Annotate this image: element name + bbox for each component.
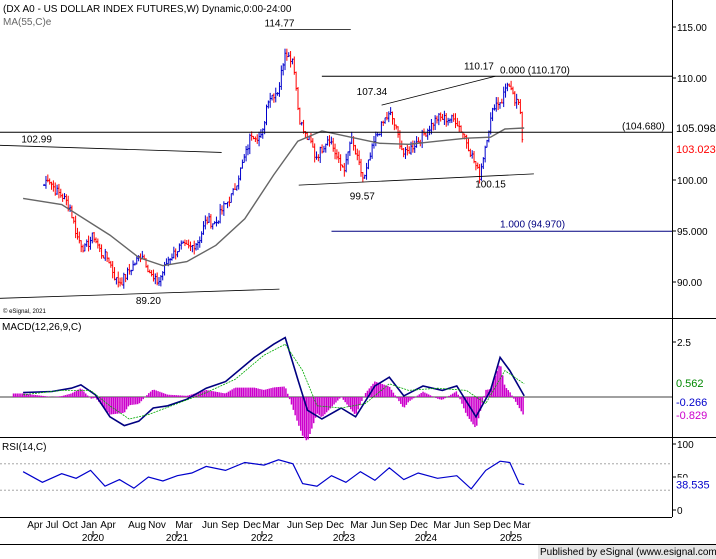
macd-value-hist-text: -0.829 — [676, 410, 707, 422]
panel-frames — [0, 0, 716, 545]
last-value-ma: 105.098 — [673, 121, 716, 135]
x-month-label: Aug — [128, 520, 146, 531]
published-by-text: Published by eSignal (www.esignal.com) — [540, 547, 716, 558]
price-tick-label: 95.000 — [677, 227, 708, 238]
macd-tick-label: 2.5 — [677, 338, 691, 349]
trendline-lower-left — [0, 288, 280, 299]
fib-0-label: 0.000 (110.170) — [500, 65, 570, 76]
x-month-label: Apr — [100, 520, 116, 531]
x-month-label: Apr — [27, 520, 43, 531]
macd-value-signal-bg — [673, 376, 713, 389]
macd-value-macd: -0.266 — [673, 395, 713, 409]
annotation-107-34: 107.34 — [357, 87, 388, 98]
macd-value-signal: 0.562 — [673, 376, 713, 390]
x-month-label: Oct — [62, 520, 78, 531]
annotation-100-15: 100.15 — [475, 179, 506, 190]
last-value-price: 103.023 — [673, 142, 716, 156]
rsi-line — [22, 459, 525, 490]
x-month-label: Mar — [175, 520, 193, 531]
chart-title: (DX A0 - US DOLLAR INDEX FUTURES,W) Dyna… — [3, 4, 292, 15]
annotation-114-77: 114.77 — [265, 18, 295, 29]
x-month-label: Dec — [243, 520, 261, 531]
price-tick-label: 110.00 — [677, 74, 707, 85]
x-month-label: Jun — [454, 520, 470, 531]
x-month-label: Mar — [262, 520, 280, 531]
rsi-last-value: 38.535 — [673, 477, 713, 492]
x-month-label: Sep — [305, 520, 323, 531]
footer-bar — [538, 545, 716, 559]
x-month-label: Jun — [287, 520, 303, 531]
ma-55-line — [22, 127, 525, 267]
x-month-label: Mar — [350, 520, 368, 531]
trendline-upper-right — [381, 75, 496, 106]
x-month-label: Dec — [493, 520, 511, 531]
x-year-label: 2024 — [415, 533, 438, 544]
ma-legend: MA(55,C)e — [3, 17, 52, 28]
rsi-last-value-bg — [673, 477, 713, 491]
last-value-price-bg — [673, 142, 713, 156]
rsi-last-value-text: 38.535 — [676, 480, 710, 492]
x-month-label: Mar — [513, 520, 531, 531]
x-month-label: Jan — [81, 520, 97, 531]
macd-value-macd-bg — [673, 395, 713, 408]
esignal-watermark: © eSignal, 2021 — [3, 308, 46, 315]
x-month-label: Mar — [433, 520, 451, 531]
fib-1-label: 1.000 (94.970) — [500, 219, 565, 230]
last-value-price-text: 103.023 — [676, 144, 716, 156]
x-year-label: 2020 — [82, 533, 105, 544]
macd-value-signal-text: 0.562 — [676, 378, 704, 390]
trendline-upper-left — [0, 144, 222, 153]
macd-line — [23, 336, 525, 427]
x-month-label: Sep — [389, 520, 407, 531]
x-month-label: Dec — [410, 520, 428, 531]
macd-value-hist-bg — [673, 408, 713, 421]
rsi-tick-label: 100 — [677, 440, 694, 451]
level-104-68-label: (104.680) — [622, 121, 665, 132]
x-year-label: 2021 — [166, 533, 189, 544]
price-panel: 90.0095.000100.00105.00110.00115.00(104.… — [0, 18, 716, 307]
price-tick-label: 115.00 — [677, 23, 707, 34]
x-year-label: 2022 — [251, 533, 274, 544]
x-year-label: 2023 — [333, 533, 356, 544]
last-value-ma-bg — [673, 121, 713, 135]
macd-value-macd-text: -0.266 — [676, 397, 707, 409]
x-month-label: Nov — [148, 520, 166, 531]
annotation-110-17: 110.17 — [464, 61, 494, 72]
rsi-tick-label: 0 — [677, 506, 683, 517]
trendline-lower-right — [298, 173, 534, 186]
macd-panel-title: MACD(12,26,9,C) — [2, 322, 81, 333]
x-month-label: Jun — [371, 520, 387, 531]
macd-signal-line — [23, 343, 525, 420]
annotation-89-20: 89.20 — [136, 296, 161, 307]
x-axis: Apr Jul Oct Jan Apr Aug Nov Mar Jun Sep Dec Mar Jun S… — [27, 520, 531, 544]
annotation-99-57: 99.57 — [350, 191, 375, 202]
rsi-panel-title: RSI(14,C) — [2, 442, 46, 453]
price-tick-label: 100.00 — [677, 176, 708, 187]
x-month-label: Jun — [202, 520, 218, 531]
x-month-label: Jul — [46, 520, 59, 531]
annotation-102-99: 102.99 — [21, 135, 52, 146]
macd-value-hist: -0.829 — [673, 408, 713, 422]
x-month-label: Dec — [326, 520, 344, 531]
last-value-ma-text: 105.098 — [676, 123, 716, 135]
x-month-label: Sep — [473, 520, 491, 531]
x-month-label: Sep — [221, 520, 239, 531]
price-tick-label: 90.00 — [677, 278, 702, 289]
rsi-panel: 05010038.535 — [0, 440, 713, 517]
macd-panel: 2.5 0.562 -0.266-0.829 — [0, 336, 713, 441]
x-year-label: 2025 — [500, 533, 523, 544]
